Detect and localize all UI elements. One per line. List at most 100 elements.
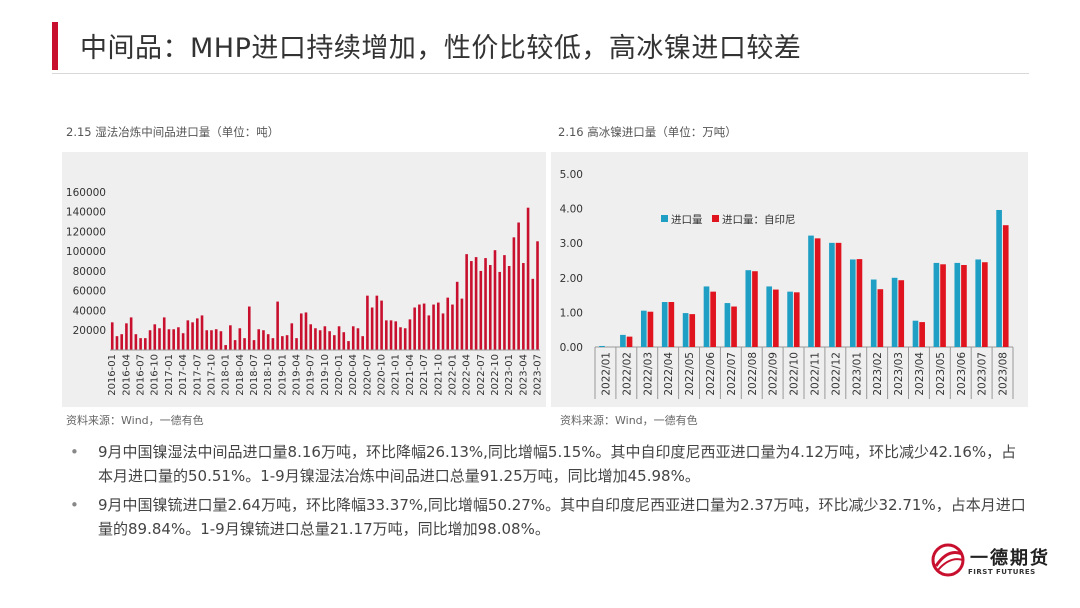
x-tick-label: 2021-01 [391,354,402,396]
x-tick-label: 2023/05 [935,352,947,396]
bar [299,313,303,350]
x-tick-label: 2022-07 [476,354,487,396]
x-tick-label: 2020-07 [362,354,373,396]
bar-total [682,313,689,347]
title-accent-bar [52,22,58,70]
x-tick-label: 2017-07 [192,354,203,396]
x-tick-label: 2017-04 [178,354,189,396]
bar [503,255,506,350]
y-tick-label: 20000 [73,325,106,337]
bar [507,266,511,350]
x-tick-label: 2018-10 [263,354,274,396]
bar [389,320,393,350]
x-tick-label: 2020-10 [377,354,388,396]
y-tick-label: 4.00 [560,204,583,216]
bar-indonesia [1002,225,1009,347]
bar [172,329,175,350]
x-tick-label: 2023/01 [851,352,863,396]
bar [408,319,412,350]
bar-total [870,279,877,347]
x-tick-label: 2023/02 [872,352,884,396]
bullet-item: • 9月中国镍锍进口量2.64万吨，环比降幅33.37%,同比增幅50.27%。… [70,493,1030,541]
bar [441,313,445,350]
legend-label: 进口量：自印尼 [722,213,796,226]
bar [531,278,535,350]
legend-swatch [661,215,668,222]
bar-total [724,303,731,347]
bullet-item: • 9月中国镍湿法中间品进口量8.16万吨，环比降幅26.13%,同比增幅5.1… [70,440,1030,488]
bar [271,338,275,350]
bullet-text: 9月中国镍锍进口量2.64万吨，环比降幅33.37%,同比增幅50.27%。其中… [98,496,1026,538]
x-tick-label: 2023/03 [893,352,905,396]
left-chart-caption: 2.15 湿法冶炼中间品进口量（单位：吨） [66,125,280,139]
bar-total [787,291,793,347]
bar [451,304,454,350]
bar [361,336,364,350]
right-chart-caption: 2.16 高冰镍进口量（单位：万吨） [558,125,737,139]
x-tick-label: 2023/04 [914,352,926,396]
bar-total [620,334,626,347]
bullet-dot: • [70,443,79,461]
bar-total [661,302,668,347]
left-chart: 20000 40000 60000 80000 100000 120000 140000 16… [66,187,544,396]
bar-indonesia [689,314,696,347]
bar-total [808,235,814,347]
bar [243,338,246,350]
x-tick-label: 2022/01 [600,352,612,396]
bar [177,327,180,350]
bar [484,258,487,350]
bar-indonesia [919,322,925,347]
bar [191,322,194,350]
x-tick-label: 2019-07 [306,354,317,396]
y-tick-label: 160000 [66,187,106,199]
bar [526,207,530,350]
y-tick-label: 120000 [66,226,106,238]
x-tick-label: 2022/07 [726,352,738,396]
legend-swatch [712,215,719,222]
page-title: 中间品：MHP进口持续增加，性价比较低，高冰镍进口较差 [80,33,802,64]
bar [214,329,218,350]
x-tick-label: 2023/07 [977,352,989,396]
y-tick-label: 80000 [73,266,106,278]
bar-total [912,320,919,347]
y-tick-label: 0.00 [560,342,583,354]
bar-indonesia [877,289,884,347]
bar [536,241,539,350]
x-tick-label: 2022/10 [789,352,801,396]
bar [436,302,440,350]
bar [328,331,331,350]
company-logo: 一德期货 FIRST FUTURES [930,540,1048,580]
bar [200,315,204,350]
logo-text: 一德期货 [970,548,1050,569]
x-tick-label: 2022-04 [462,354,473,396]
y-tick-label: 40000 [73,305,106,317]
bar [125,323,128,350]
bar [323,326,327,350]
bar-total [954,262,961,347]
bar [522,263,525,350]
bar-indonesia [856,259,863,347]
bar-total [640,310,647,347]
bar-indonesia [898,280,905,347]
bar [432,304,435,350]
bar-indonesia [626,336,633,347]
y-tick-label: 60000 [73,286,106,298]
y-tick-label: 1.00 [560,307,583,319]
bar [479,270,483,350]
x-tick-label: 2016-01 [107,354,118,396]
bar [314,328,317,350]
x-tick-label: 2022/03 [642,352,654,396]
x-tick-label: 2022/05 [684,352,696,396]
bar [385,320,388,350]
bar [318,330,322,350]
right-chart-panel: 0.00 1.00 2.00 3.00 4.00 5.00 2022/01 2022/02 20… [551,152,1028,407]
x-tick-label: 2020-01 [334,354,345,396]
bar [186,320,190,350]
bar-indonesia [982,262,988,347]
right-chart-source: 资料来源：Wind，一德有色 [560,414,698,427]
x-tick-label: 2017-10 [206,354,217,396]
bar [333,335,336,350]
x-tick-label: 2022/06 [705,352,717,396]
bar [238,328,242,350]
bar [488,265,492,350]
